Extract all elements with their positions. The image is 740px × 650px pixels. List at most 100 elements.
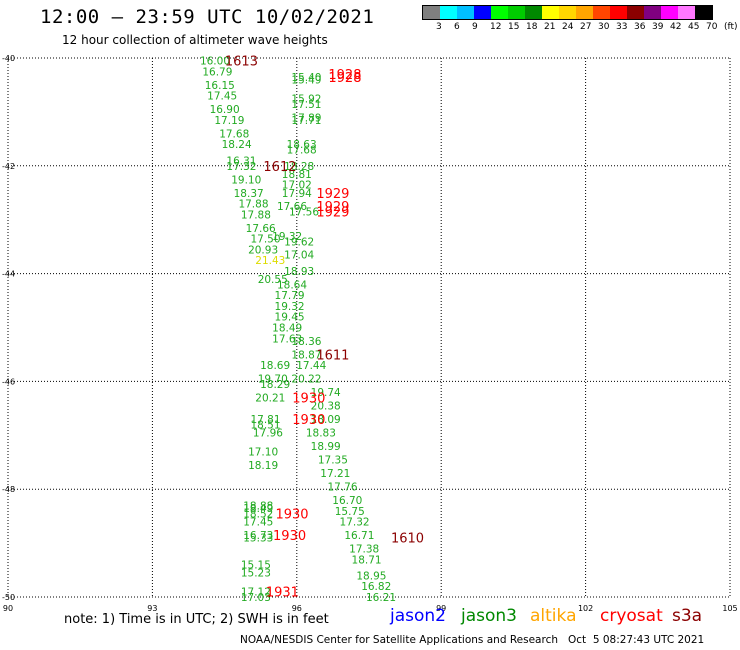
wave-height-label: 18.69 xyxy=(260,360,290,372)
legend-labels: 3 6 9 12 15 18 21 24 27 30 33 36 39 42 45 70 (ft) xyxy=(422,20,738,34)
y-tick-label: -42 xyxy=(2,162,15,171)
wave-height-label: 19.10 xyxy=(231,174,261,186)
pass-time-label: 1929 xyxy=(316,187,349,202)
legend-swatch xyxy=(508,6,525,19)
mission-s3a: s3a xyxy=(672,606,703,626)
y-tick-label: -50 xyxy=(2,593,15,602)
wave-height-label: 17.10 xyxy=(248,446,278,458)
wave-height-label: 18.93 xyxy=(284,266,314,278)
pass-time-label: 1930 xyxy=(275,507,308,522)
pass-time-label: 1928 xyxy=(328,71,361,86)
legend-label: 3 xyxy=(436,22,442,32)
wave-height-label: 16.31 xyxy=(226,155,256,167)
wave-height-label: 16.00 xyxy=(200,56,230,68)
chart-subtitle: 12 hour collection of altimeter wave hei… xyxy=(62,33,328,47)
wave-height-label: 18.99 xyxy=(311,441,341,453)
wave-height-label: 15.75 xyxy=(335,506,365,518)
legend-swatch xyxy=(423,6,440,19)
wave-height-label: 17.66 xyxy=(277,201,307,213)
wave-height-label: 17.88 xyxy=(238,199,268,211)
legend-label: 9 xyxy=(472,22,478,32)
wave-height-label: 15.92 xyxy=(291,93,321,105)
legend-swatch xyxy=(593,6,610,19)
legend-swatch xyxy=(474,6,491,19)
mission-jason3: jason3 xyxy=(461,606,517,626)
pass-time-label: 1928 xyxy=(328,68,361,83)
wave-height-label: 16.82 xyxy=(361,581,391,593)
wave-height-label: 17.02 xyxy=(282,180,312,192)
wave-height-label: 19.32 xyxy=(272,231,302,243)
wave-height-label: 19.45 xyxy=(275,312,305,324)
wave-height-label: 17.71 xyxy=(291,115,321,127)
legend-label: 6 xyxy=(454,22,460,32)
wave-height-label: 17.96 xyxy=(253,428,283,440)
wave-height-label: 15.15 xyxy=(241,560,271,572)
legend-swatch xyxy=(644,6,661,19)
legend-swatch xyxy=(610,6,627,19)
wave-height-label: 17.81 xyxy=(250,414,280,426)
legend-label: 15 xyxy=(508,22,520,32)
wave-height-label: 16.70 xyxy=(332,495,362,507)
wave-height-label: 16.90 xyxy=(210,104,240,116)
wave-height-label: 17.88 xyxy=(241,209,271,221)
x-tick-label: 99 xyxy=(436,604,446,613)
x-tick-label: 102 xyxy=(578,604,593,613)
wave-height-label: 17.56 xyxy=(289,207,319,219)
legend-swatch xyxy=(542,6,559,19)
wave-height-label: 21.43 xyxy=(255,255,285,267)
wave-height-label: 18.52 xyxy=(243,508,273,520)
legend-label: 45 xyxy=(688,22,700,32)
legend-swatch xyxy=(491,6,508,19)
wave-height-label: 17.76 xyxy=(327,482,357,494)
legend-label: 36 xyxy=(634,22,646,32)
mission-jason2: jason2 xyxy=(390,606,446,626)
legend-swatch xyxy=(559,6,576,19)
wave-height-label: 16.79 xyxy=(202,66,232,78)
wave-height-label: 17.45 xyxy=(243,517,273,529)
pass-time-label: 1931 xyxy=(266,586,299,601)
legend-label: 27 xyxy=(580,22,592,32)
wave-height-label: 17.45 xyxy=(207,91,237,103)
wave-height-label: 17.12 xyxy=(241,587,271,599)
chart-title: 12:00 – 23:59 UTC 10/02/2021 xyxy=(40,6,375,28)
pass-time-label: 1611 xyxy=(316,348,349,363)
y-tick-label: -44 xyxy=(2,270,15,279)
mission-cryosat: cryosat xyxy=(600,606,663,626)
wave-height-label: 18.95 xyxy=(356,570,386,582)
legend-label: 42 xyxy=(670,22,682,32)
wave-height-label: 17.68 xyxy=(287,145,317,157)
legend-swatches xyxy=(422,5,713,20)
legend-unit: (ft) xyxy=(724,22,738,32)
wave-height-label: 17.51 xyxy=(291,99,321,111)
pass-time-label: 1613 xyxy=(225,55,258,70)
wave-height-label: 17.04 xyxy=(284,250,314,262)
footer-credit: NOAA/NESDIS Center for Satellite Applica… xyxy=(240,634,705,646)
wave-height-label: 20.38 xyxy=(311,401,341,413)
legend-label: 33 xyxy=(616,22,628,32)
legend-swatch xyxy=(440,6,457,19)
wave-height-label: 15.40 xyxy=(291,72,321,84)
wave-height-label: 17.32 xyxy=(340,517,370,529)
legend-swatch xyxy=(661,6,678,19)
color-legend: 3 6 9 12 15 18 21 24 27 30 33 36 39 42 45 70 (ft) xyxy=(422,5,738,34)
wave-height-label: 18.64 xyxy=(277,279,307,291)
wave-height-label: 17.66 xyxy=(246,223,276,235)
wave-height-label: 18.19 xyxy=(248,460,278,472)
wave-height-label: 17.89 xyxy=(291,112,321,124)
wave-height-label: 18.63 xyxy=(287,139,317,151)
footer-note: note: 1) Time is in UTC; 2) SWH is in fe… xyxy=(64,612,329,627)
wave-height-label: 19.32 xyxy=(275,301,305,313)
x-tick-label: 90 xyxy=(3,604,13,613)
legend-label: 12 xyxy=(490,22,502,32)
legend-swatch xyxy=(695,6,712,19)
wave-height-label: 16.71 xyxy=(344,530,374,542)
wave-height-label: 17.21 xyxy=(320,468,350,480)
pass-time-label: 1930 xyxy=(292,392,325,407)
wave-height-label: 16.73 xyxy=(243,530,273,542)
wave-height-label: 18.36 xyxy=(291,336,321,348)
legend-label: 30 xyxy=(598,22,610,32)
wave-height-label: 19.70 xyxy=(258,374,288,386)
pass-time-label: 1929 xyxy=(316,206,349,221)
y-tick-label: -48 xyxy=(2,485,15,494)
